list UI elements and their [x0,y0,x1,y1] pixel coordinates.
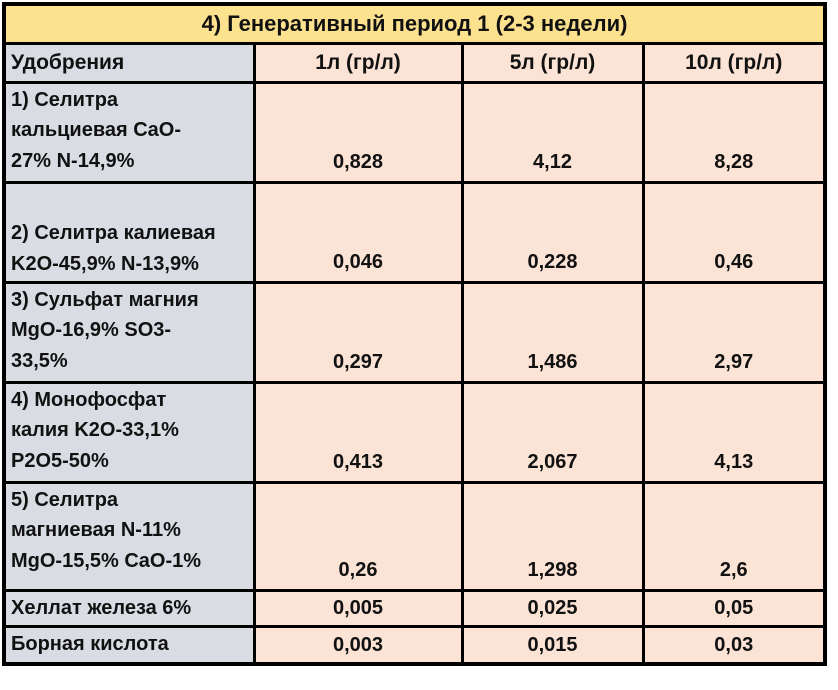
dose-5l-cell: 1,298 [460,481,645,592]
dose-5l-cell: 0,025 [460,588,645,629]
fertilizer-name-cell: 3) Сульфат магния MgO-16,9% SO3- 33,5% [2,281,256,384]
dose-10l-cell: 0,46 [641,181,827,284]
fertilizer-name-cell: 5) Селитра магниевая N-11% MgO-15,5% CaO… [2,481,256,592]
fertilizer-name-cell: 2) Селитра калиевая K2O-45,9% N-13,9% [2,181,256,284]
dose-10l-cell: 8,28 [641,81,827,184]
dose-1l-cell: 0,413 [252,381,464,484]
dose-1l-cell: 0,297 [252,281,464,384]
table-row: Хеллат железа 6% 0,005 0,025 0,05 [2,588,827,629]
table-row: 2) Селитра калиевая K2O-45,9% N-13,9% 0,… [2,181,827,284]
fertilizer-name-cell: 1) Селитра кальциевая CaO- 27% N-14,9% [2,81,256,184]
fertilizer-name-cell: 4) Монофосфат калия K2O-33,1% P2O5-50% [2,381,256,484]
dose-1l-cell: 0,046 [252,181,464,284]
dose-10l-cell: 2,97 [641,281,827,384]
table-row: 5) Селитра магниевая N-11% MgO-15,5% CaO… [2,481,827,592]
col-header-fertilizers: Удобрения [2,42,256,84]
col-header-10l: 10л (гр/л) [641,42,827,84]
dose-5l-cell: 2,067 [460,381,645,484]
dose-1l-cell: 0,003 [252,625,464,666]
table-title: 4) Генеративный период 1 (2-3 недели) [2,2,827,45]
dose-1l-cell: 0,005 [252,588,464,629]
table-row: 1) Селитра кальциевая CaO- 27% N-14,9% 0… [2,81,827,184]
dose-1l-cell: 0,26 [252,481,464,592]
column-header-row: Удобрения 1л (гр/л) 5л (гр/л) 10л (гр/л) [2,42,827,84]
table-row: Борная кислота 0,003 0,015 0,03 [2,625,827,666]
table-row: 4) Монофосфат калия K2O-33,1% P2O5-50% 0… [2,381,827,484]
dose-10l-cell: 2,6 [641,481,827,592]
fertilizer-name-cell: Хеллат железа 6% [2,588,256,629]
title-row: 4) Генеративный период 1 (2-3 недели) [2,2,827,45]
dose-10l-cell: 4,13 [641,381,827,484]
dose-5l-cell: 4,12 [460,81,645,184]
dose-5l-cell: 0,228 [460,181,645,284]
col-header-1l: 1л (гр/л) [252,42,464,84]
table-row: 3) Сульфат магния MgO-16,9% SO3- 33,5% 0… [2,281,827,384]
dose-10l-cell: 0,03 [641,625,827,666]
fertilizer-name-cell: Борная кислота [2,625,256,666]
fertilizer-table: 4) Генеративный период 1 (2-3 недели) Уд… [2,2,827,666]
dose-1l-cell: 0,828 [252,81,464,184]
dose-5l-cell: 1,486 [460,281,645,384]
dose-10l-cell: 0,05 [641,588,827,629]
dose-5l-cell: 0,015 [460,625,645,666]
col-header-5l: 5л (гр/л) [460,42,645,84]
